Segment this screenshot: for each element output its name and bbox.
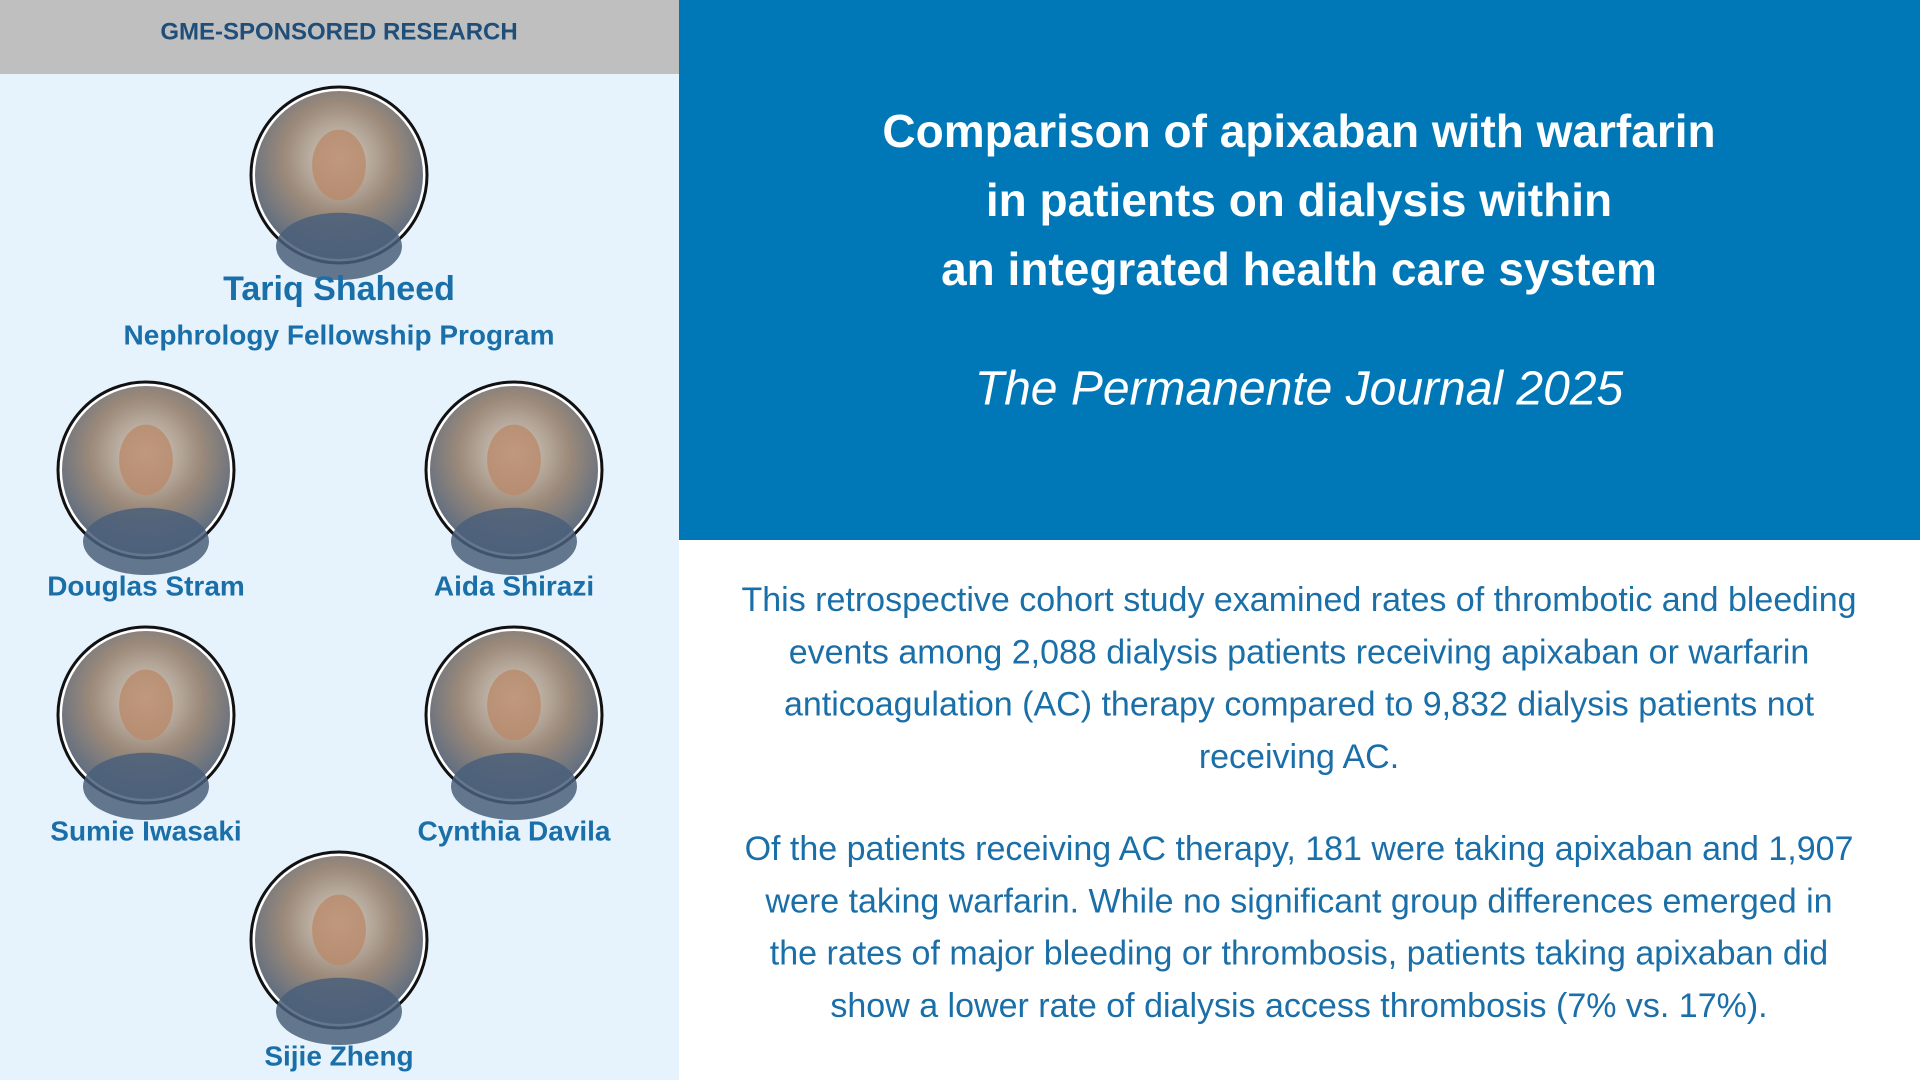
summary-line: the rates of major bleeding or thrombosi… (770, 935, 1828, 973)
photos (56, 85, 604, 1045)
photo-face (487, 424, 541, 496)
title-line: in patients on dialysis within (986, 174, 1612, 226)
coauthor-name: Aida Shirazi (434, 570, 594, 601)
photo-face (119, 669, 173, 741)
coauthor-name: Douglas Stram (47, 570, 245, 601)
coauthor-name: Sijie Zheng (264, 1040, 413, 1071)
summary-line: anticoagulation (AC) therapy compared to… (784, 686, 1815, 724)
summary-line: events among 2,088 dialysis patients rec… (789, 633, 1810, 671)
photo-shoulders (83, 752, 209, 821)
summary-line: show a lower rate of dialysis access thr… (830, 987, 1767, 1025)
photo-shoulders (276, 977, 402, 1045)
photo-shoulders (451, 752, 577, 821)
photo-shoulders (451, 507, 577, 575)
photo-face (487, 669, 541, 741)
summary-line: Of the patients receiving AC therapy, 18… (745, 830, 1854, 868)
lead-name: Tariq Shaheed (223, 270, 455, 308)
journal: The Permanente Journal 2025 (975, 363, 1624, 416)
title-panel (679, 0, 1920, 540)
summary-line: receiving AC. (1199, 738, 1399, 776)
title-line: Comparison of apixaban with warfarin (882, 105, 1715, 157)
coauthor-name: Cynthia Davila (418, 815, 611, 846)
texts: Tariq Shaheed Nephrology Fellowship Progr… (47, 105, 1856, 1071)
coauthor-name: Sumie Iwasaki (50, 815, 241, 846)
photo-shoulders (83, 507, 209, 575)
lead-program: Nephrology Fellowship Program (124, 319, 555, 350)
photo-face (312, 894, 366, 966)
summary-line: were taking warfarin. While no significa… (764, 882, 1832, 920)
title-line: an integrated health care system (941, 243, 1657, 295)
header-label: GME-SPONSORED RESEARCH (160, 18, 517, 45)
header-bar (0, 0, 679, 74)
photo-face (312, 129, 366, 201)
photo-shoulders (276, 212, 402, 280)
summary-line: This retrospective cohort study examined… (741, 581, 1856, 619)
photo-face (119, 424, 173, 496)
